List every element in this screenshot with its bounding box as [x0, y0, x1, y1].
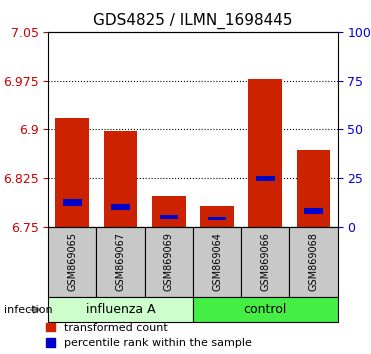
Bar [48, 227, 96, 297]
Bar [145, 227, 193, 297]
Text: GSM869068: GSM869068 [309, 232, 318, 291]
Bar [96, 227, 145, 297]
Bar [200, 206, 234, 227]
Bar [63, 199, 82, 206]
Bar [297, 150, 331, 227]
Bar [208, 217, 226, 220]
Text: control: control [244, 303, 287, 316]
Text: GSM869065: GSM869065 [68, 232, 77, 291]
Bar [48, 297, 193, 322]
Bar [104, 131, 137, 227]
Text: infection: infection [4, 305, 52, 315]
Bar [289, 227, 338, 297]
Bar [152, 196, 186, 227]
Bar [249, 79, 282, 227]
Bar [193, 297, 338, 322]
Bar [56, 118, 89, 227]
Bar [256, 176, 275, 181]
Bar [111, 204, 130, 210]
Text: GSM869069: GSM869069 [164, 232, 174, 291]
Bar [304, 209, 323, 214]
Title: GDS4825 / ILMN_1698445: GDS4825 / ILMN_1698445 [93, 13, 293, 29]
Text: GSM869064: GSM869064 [212, 232, 222, 291]
Bar [193, 227, 241, 297]
Text: influenza A: influenza A [86, 303, 155, 316]
Text: GSM869067: GSM869067 [116, 232, 125, 291]
Bar [160, 215, 178, 219]
Bar [241, 227, 289, 297]
Legend: transformed count, percentile rank within the sample: transformed count, percentile rank withi… [46, 322, 252, 348]
Text: GSM869066: GSM869066 [260, 232, 270, 291]
